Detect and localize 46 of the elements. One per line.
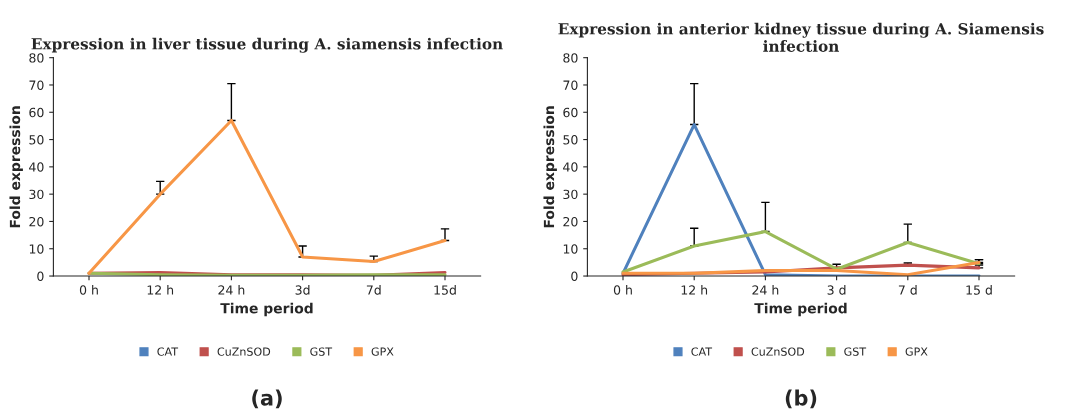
- y-axis-title: Fold expression: [543, 106, 557, 228]
- x-tick-label: 15d: [434, 285, 456, 295]
- y-tick-label: 60: [563, 107, 578, 118]
- y-tick-label: 40: [29, 162, 44, 172]
- x-tick-label: 7d: [366, 285, 381, 295]
- y-axis-title: Fold expression: [9, 106, 23, 228]
- x-tick-label: 7 d: [898, 285, 917, 295]
- y-tick-label: 80: [29, 53, 44, 63]
- y-tick-label: 70: [563, 80, 578, 90]
- y-tick-label: 60: [29, 107, 44, 118]
- legend-label: GST: [310, 347, 333, 356]
- x-tick-label: 12 h: [681, 285, 708, 295]
- x-tick-label: 24 h: [218, 285, 245, 295]
- legend-label: CuZnSOD: [751, 347, 805, 356]
- x-tick-label: 24 h: [752, 285, 779, 295]
- y-tick-label: 0: [37, 271, 44, 281]
- x-tick-label: 15 d: [966, 285, 992, 295]
- legend-label: CAT: [691, 347, 713, 356]
- legend-label: CAT: [157, 347, 179, 356]
- legend-label: GPX: [371, 347, 394, 356]
- text: (a): [252, 389, 282, 409]
- y-tick-label: 80: [563, 53, 578, 63]
- y-tick-label: 50: [29, 135, 44, 145]
- y-tick-label: 10: [29, 244, 44, 254]
- y-tick-label: 30: [563, 189, 578, 200]
- x-axis-title: Time period: [754, 302, 847, 317]
- x-tick-label: 3 d: [827, 285, 846, 295]
- y-tick-label: 0: [571, 271, 578, 281]
- y-tick-label: 50: [563, 135, 578, 145]
- y-tick-label: 70: [29, 80, 44, 90]
- legend-label: GST: [844, 347, 867, 356]
- legend-label: CuZnSOD: [217, 347, 271, 356]
- y-tick-label: 10: [563, 244, 578, 254]
- chart-title: Expression in liver tissue during A. siamensis infection: [31, 37, 503, 53]
- x-tick-label: 12 h: [147, 285, 174, 295]
- chart-title: Expression in anterior kidney tissue during A. Siamensis infection: [558, 22, 1044, 52]
- legend-label: GPX: [905, 347, 928, 356]
- y-tick-label: 20: [29, 216, 44, 227]
- x-axis-title: Time period: [220, 302, 313, 317]
- y-tick-label: 40: [563, 162, 578, 172]
- y-tick-label: 30: [29, 189, 44, 200]
- x-tick-label: 0 h: [613, 285, 632, 295]
- y-tick-label: 20: [563, 216, 578, 227]
- x-tick-label: 3d: [295, 285, 310, 295]
- x-tick-label: 0 h: [79, 285, 98, 295]
- text: (b): [785, 389, 817, 409]
